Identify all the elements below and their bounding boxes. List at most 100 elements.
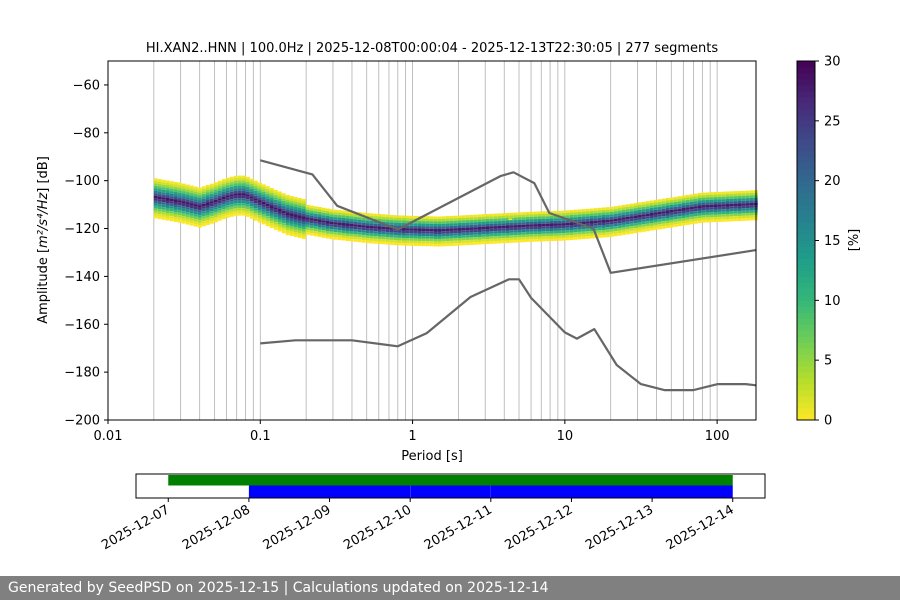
psd-cell (349, 223, 354, 227)
psd-cell (405, 215, 410, 219)
psd-cell (709, 199, 714, 203)
x-axis-label: Period [s] (401, 449, 463, 464)
psd-cell (729, 206, 734, 209)
psd-cell (385, 229, 390, 233)
psd-cell (169, 211, 174, 214)
psd-cell (645, 216, 650, 219)
colorbar-segment (797, 402, 815, 409)
psd-cell (217, 198, 222, 201)
psd-cell (213, 204, 218, 208)
psd-cell (193, 201, 198, 205)
psd-cell (641, 219, 646, 222)
psd-cell (629, 203, 634, 207)
psd-cell (273, 199, 278, 203)
psd-cell (345, 213, 350, 216)
psd-cell (689, 209, 694, 212)
psd-cell (505, 215, 510, 218)
psd-cell (665, 220, 670, 223)
psd-cell (501, 223, 506, 226)
psd-cell (521, 227, 526, 230)
psd-cell (281, 215, 286, 219)
psd-cell (373, 223, 378, 227)
psd-cell (565, 237, 570, 241)
psd-cell (637, 227, 642, 230)
psd-cell (701, 215, 706, 218)
psd-cell (369, 223, 374, 226)
psd-cell (685, 199, 690, 203)
psd-cell (617, 220, 622, 224)
colorbar-segment (797, 288, 815, 295)
psd-cell (449, 225, 454, 229)
psd-cell (153, 203, 158, 206)
psd-cell (325, 233, 330, 236)
psd-cell (193, 206, 198, 210)
psd-cell (317, 209, 322, 212)
psd-cell (213, 217, 218, 220)
psd-cell (717, 209, 722, 212)
psd-cell (597, 230, 602, 233)
psd-cell (253, 215, 258, 219)
psd-cell (545, 221, 550, 224)
psd-cell (217, 180, 222, 184)
psd-cell (717, 201, 722, 205)
psd-cell (705, 194, 710, 198)
colorbar-tick-label: 30 (824, 55, 841, 70)
psd-cell (729, 193, 734, 197)
psd-cell (193, 211, 198, 215)
psd-cell (477, 229, 482, 232)
psd-cell (389, 237, 394, 240)
psd-cell (749, 200, 754, 203)
psd-cell (421, 228, 426, 232)
psd-cell (301, 224, 306, 227)
psd-cell (249, 183, 254, 187)
psd-cell (173, 214, 178, 217)
psd-cell (633, 230, 638, 234)
psd-cell (657, 211, 662, 215)
psd-cell (397, 222, 402, 226)
psd-cell (157, 211, 162, 215)
psd-cell (365, 225, 370, 229)
psd-cell (385, 222, 390, 225)
psd-cell (177, 210, 182, 213)
psd-cell (641, 201, 646, 205)
psd-cell (257, 185, 262, 188)
psd-cell (485, 239, 490, 242)
psd-cell (193, 224, 198, 227)
psd-cell (721, 209, 726, 212)
psd-cell (589, 231, 594, 234)
psd-cell (677, 203, 682, 207)
psd-cell (473, 214, 478, 218)
psd-cell (669, 199, 674, 203)
psd-cell (221, 216, 226, 220)
psd-cell (629, 213, 634, 217)
psd-cell (357, 224, 362, 228)
psd-cell (269, 215, 274, 218)
psd-cell (205, 207, 210, 210)
psd-cell (633, 203, 638, 206)
psd-cell (261, 216, 266, 220)
psd-cell (205, 195, 210, 198)
psd-cell (245, 204, 250, 207)
psd-cell (517, 217, 522, 220)
psd-cell (609, 211, 614, 215)
psd-cell (489, 228, 494, 232)
psd-cell (409, 223, 414, 226)
psd-cell (489, 223, 494, 227)
psd-cell (313, 216, 318, 219)
psd-cell (517, 227, 522, 230)
psd-cell (553, 215, 558, 219)
colorbar-segment (797, 258, 815, 265)
x-tick-label: 1 (408, 429, 416, 444)
psd-cell (489, 241, 494, 244)
psd-cell (733, 218, 738, 222)
psd-cell (701, 202, 706, 206)
psd-cell (629, 218, 634, 222)
psd-cell (161, 202, 166, 205)
psd-cell (345, 218, 350, 221)
psd-cell (573, 217, 578, 220)
psd-cell (197, 220, 202, 223)
psd-cell (549, 233, 554, 236)
psd-cell (585, 233, 590, 237)
psd-cell (529, 224, 534, 227)
